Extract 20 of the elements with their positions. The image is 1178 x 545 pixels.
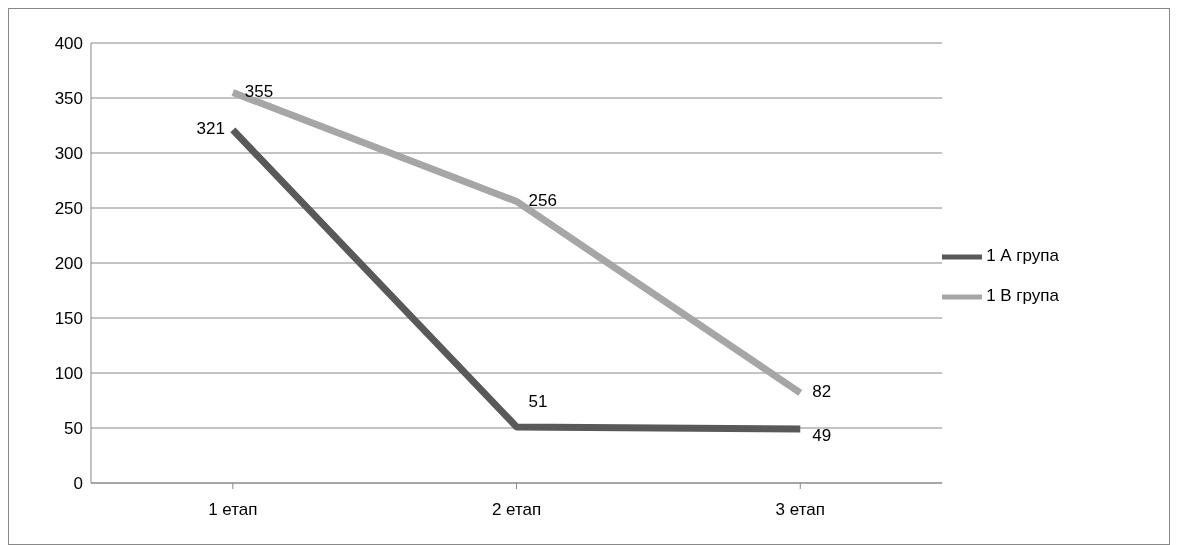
data-label: 51: [528, 392, 548, 412]
y-tick-label: 0: [73, 474, 83, 494]
x-tick-label: 3 етап: [775, 500, 825, 520]
y-tick-label: 350: [54, 89, 83, 109]
y-tick-label: 100: [54, 364, 83, 384]
y-tick-label: 300: [54, 144, 83, 164]
data-label: 256: [528, 190, 557, 210]
x-tick-label: 2 етап: [491, 500, 542, 520]
y-tick-label: 200: [54, 254, 83, 274]
data-label: 49: [812, 425, 832, 445]
x-tick-label: 1 етап: [208, 500, 258, 520]
y-tick-label: 250: [54, 199, 83, 219]
y-tick-label: 150: [54, 309, 83, 329]
data-label: 321: [196, 119, 225, 139]
legend-label: 1 А група: [986, 245, 1059, 265]
y-tick-label: 50: [64, 419, 83, 439]
data-label: 82: [812, 382, 832, 402]
legend-label: 1 В група: [986, 285, 1059, 305]
y-tick-label: 400: [54, 34, 83, 54]
data-label: 355: [244, 81, 274, 101]
